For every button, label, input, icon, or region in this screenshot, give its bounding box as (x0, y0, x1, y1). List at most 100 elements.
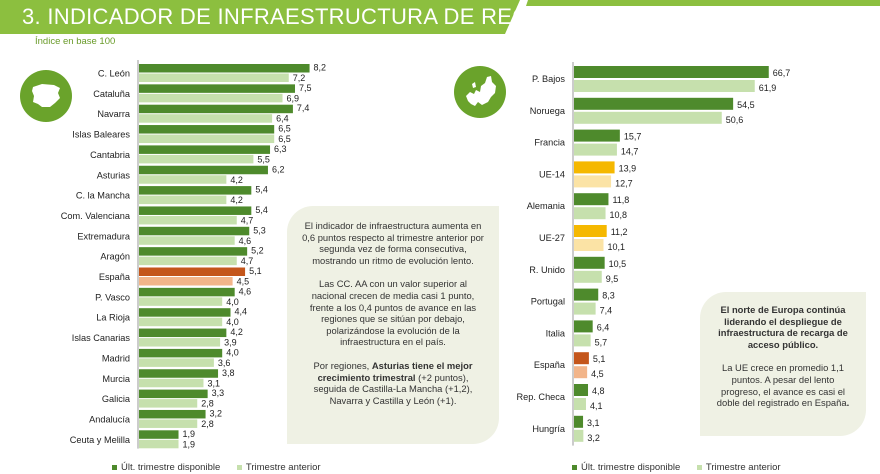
value-label-current-asturias: 6,2 (272, 164, 285, 174)
category-label-italia: Italia (546, 328, 566, 338)
value-label-previous-ceuta-y-melilla: 1,9 (183, 439, 196, 449)
value-label-previous-andalucia: 2,8 (201, 419, 214, 429)
category-label-islas-baleares: Islas Baleares (72, 130, 130, 140)
bar-previous-francia (574, 143, 617, 156)
category-label-r-unido: R. Unido (529, 265, 565, 275)
bar-previous-c-la-mancha (139, 195, 227, 205)
header-shape (0, 0, 880, 34)
value-label-current-ue-27: 11,2 (611, 227, 628, 237)
bar-previous-asturias (139, 175, 227, 184)
value-label-current-aragon: 5,2 (251, 246, 264, 256)
value-label-previous-cantabria: 5,5 (257, 154, 270, 164)
bar-previous-hungria (574, 429, 584, 442)
bar-previous-andalucia (139, 419, 198, 428)
category-label-navarra: Navarra (97, 109, 131, 119)
europe-map-icon (454, 66, 506, 118)
value-label-previous-c-leon: 7,2 (293, 73, 306, 83)
bar-previous-r-unido (574, 270, 602, 283)
legend-item-current: Últ. trimestre disponible (572, 462, 680, 473)
category-label-islas-canarias: Islas Canarias (72, 333, 131, 343)
value-label-current-r-unido: 10,5 (609, 259, 627, 269)
value-label-previous-la-rioja: 4,0 (226, 317, 239, 327)
bar-previous-portugal (574, 302, 596, 315)
note-left-p1: El indicador de infraestructura aumenta … (302, 220, 484, 266)
bar-previous-ue-27 (574, 239, 604, 251)
category-label-portugal: Portugal (531, 297, 565, 307)
value-label-previous-rep-checa: 4,1 (590, 401, 603, 411)
bar-previous-espana (574, 366, 588, 379)
bar-previous-c-leon (139, 73, 289, 82)
value-label-previous-cataluna: 6,9 (287, 93, 300, 103)
bar-current-espana (139, 267, 246, 276)
bar-current-hungria (574, 415, 584, 428)
category-label-rep-checa: Rep. Checa (516, 392, 565, 402)
category-label-p-bajos: P. Bajos (532, 74, 565, 84)
bar-previous-la-rioja (139, 317, 223, 327)
value-label-previous-alemania: 10,8 (610, 210, 628, 220)
value-label-current-navarra: 7,4 (297, 103, 310, 113)
value-label-current-la-rioja: 4,4 (235, 307, 248, 317)
bar-current-navarra (139, 104, 293, 114)
legend-item-current: Últ. trimestre disponible (112, 462, 220, 473)
value-label-current-portugal: 8,3 (602, 291, 615, 301)
bar-current-ue-27 (574, 225, 607, 237)
note-left-p3: Por regiones, Asturias tiene el mejor cr… (313, 359, 473, 406)
value-label-current-extremadura: 5,3 (253, 225, 266, 235)
bar-current-espana (574, 352, 589, 365)
category-label-andalucia: Andalucía (89, 414, 131, 424)
bar-previous-cataluna (139, 93, 283, 103)
value-label-previous-com-valenciana: 4,7 (241, 215, 254, 225)
bar-current-andalucia (139, 409, 206, 419)
bar-previous-murcia (139, 378, 204, 388)
bar-current-cataluna (139, 84, 295, 93)
bar-previous-ceuta-y-melilla (139, 439, 179, 449)
value-label-previous-p-bajos: 61,9 (759, 83, 777, 93)
bar-current-asturias (139, 165, 268, 175)
category-label-com-valenciana: Com. Valenciana (61, 211, 131, 221)
spain-map-icon (20, 70, 72, 122)
value-label-previous-navarra: 6,4 (276, 114, 289, 124)
bar-current-murcia (139, 369, 219, 378)
value-label-current-islas-canarias: 4,2 (230, 327, 243, 337)
bar-current-c-la-mancha (139, 186, 252, 195)
value-label-previous-asturias: 4,2 (230, 175, 243, 185)
category-label-extremadura: Extremadura (77, 231, 130, 241)
value-label-current-c-la-mancha: 5,4 (255, 185, 268, 195)
bar-current-r-unido (574, 256, 605, 269)
bar-current-noruega (574, 97, 734, 110)
category-label-cantabria: Cantabria (90, 150, 131, 160)
bar-current-francia (574, 129, 620, 142)
category-label-murcia: Murcia (102, 374, 130, 384)
bar-previous-galicia (139, 399, 198, 408)
bar-current-madrid (139, 348, 223, 358)
bar-current-com-valenciana (139, 206, 252, 215)
bar-current-alemania (574, 193, 609, 206)
bar-previous-cantabria (139, 154, 254, 164)
value-label-previous-madrid: 3,6 (218, 358, 231, 368)
bar-current-portugal (574, 288, 599, 301)
bar-previous-p-bajos (574, 80, 755, 92)
value-label-current-hungria: 3,1 (587, 418, 600, 428)
category-label-ue-14: UE-14 (539, 169, 565, 179)
category-label-ceuta-y-melilla: Ceuta y Melilla (70, 435, 131, 445)
category-label-ue-27: UE-27 (539, 233, 565, 243)
value-label-previous-murcia: 3,1 (207, 378, 220, 388)
note-box-right: El norte de Europa continúa liderando el… (700, 292, 866, 436)
value-label-current-espana: 5,1 (593, 354, 606, 364)
value-label-previous-hungria: 3,2 (587, 433, 600, 443)
value-label-current-espana: 5,1 (249, 266, 262, 276)
category-label-asturias: Asturias (97, 170, 131, 180)
bar-current-ue-14 (574, 161, 615, 174)
bar-previous-aragon (139, 256, 237, 266)
category-label-madrid: Madrid (102, 353, 130, 363)
value-label-current-islas-baleares: 6,5 (278, 124, 291, 134)
page-title: 3. INDICADOR DE INFRAESTRUCTURA DE RECAR… (22, 4, 593, 29)
category-label-c-leon: C. León (98, 69, 130, 79)
bar-current-islas-baleares (139, 125, 275, 134)
bar-previous-islas-baleares (139, 134, 275, 144)
bar-previous-italia (574, 334, 591, 347)
value-label-current-ceuta-y-melilla: 1,9 (183, 429, 196, 439)
bar-previous-noruega (574, 111, 722, 124)
value-label-current-andalucia: 3,2 (210, 408, 223, 418)
value-label-previous-espana: 4,5 (237, 277, 250, 287)
